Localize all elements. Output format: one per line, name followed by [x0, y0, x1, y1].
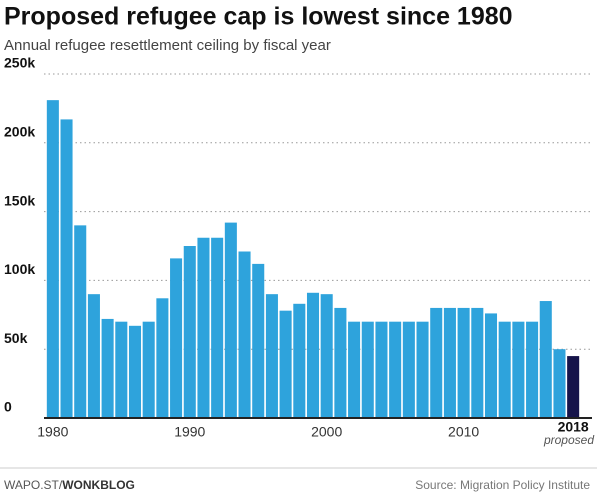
bar — [443, 307, 456, 418]
bar — [197, 237, 210, 418]
bar — [170, 258, 183, 418]
bar — [46, 100, 59, 419]
footer-site: WAPO.ST/WONKBLOG — [4, 478, 135, 492]
y-tick-label: 100k — [4, 261, 35, 277]
x-tick-label: 2010 — [448, 424, 479, 440]
bar — [526, 321, 539, 418]
y-tick-label: 150k — [4, 192, 35, 208]
bar — [306, 292, 320, 418]
highlight-note: proposed — [543, 433, 594, 447]
bar — [252, 263, 265, 418]
bar — [265, 294, 278, 418]
bar — [183, 246, 196, 418]
bar — [115, 321, 128, 418]
y-tick-label: 50k — [4, 330, 28, 346]
bar — [553, 349, 566, 418]
bar — [101, 318, 114, 418]
bar — [567, 356, 580, 418]
x-tick-label: 1990 — [174, 424, 205, 440]
bar — [512, 321, 525, 418]
chart-title: Proposed refugee cap is lowest since 198… — [4, 3, 513, 31]
bar — [471, 307, 484, 418]
bar — [484, 313, 498, 418]
y-tick-label: 250k — [4, 55, 35, 71]
bar — [389, 321, 402, 418]
bar — [430, 307, 443, 418]
bar — [128, 325, 142, 418]
x-tick-label: 1980 — [37, 424, 68, 440]
bar — [416, 321, 429, 418]
x-tick-label: 2000 — [311, 424, 342, 440]
bar — [539, 301, 552, 418]
footer-source: Source: Migration Policy Institute — [415, 478, 590, 492]
footer-site-prefix: WAPO.ST/ — [4, 478, 63, 492]
bar — [457, 307, 470, 418]
bar — [498, 321, 511, 418]
y-tick-label: 0 — [4, 399, 12, 415]
x-tick-label-highlight: 2018 — [558, 419, 589, 435]
bar — [238, 251, 251, 418]
bar — [402, 321, 415, 418]
bar — [142, 321, 155, 418]
bar — [60, 119, 73, 419]
bar — [293, 303, 306, 418]
bar — [156, 298, 169, 418]
bar — [348, 321, 361, 418]
chart-subtitle: Annual refugee resettlement ceiling by f… — [4, 37, 331, 54]
bar — [361, 321, 374, 418]
bar — [375, 321, 388, 418]
footer-section: WONKBLOG — [62, 478, 135, 492]
bar — [87, 294, 100, 418]
bar — [320, 294, 333, 418]
bar — [211, 237, 224, 418]
bar — [334, 307, 347, 418]
y-tick-label: 200k — [4, 124, 35, 140]
bar — [224, 222, 237, 418]
bar — [279, 310, 292, 418]
bar — [74, 225, 87, 418]
